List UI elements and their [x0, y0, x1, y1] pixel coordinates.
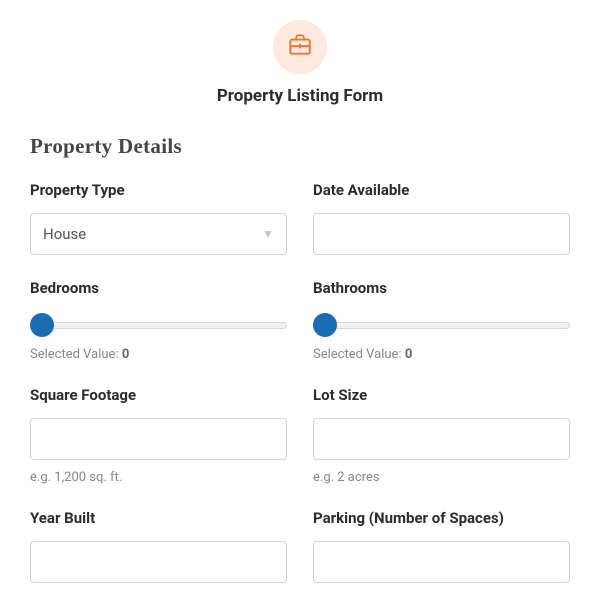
- bathrooms-slider-track: [313, 322, 570, 329]
- year-built-input[interactable]: [30, 541, 287, 583]
- bathrooms-selected-prefix: Selected Value:: [313, 347, 405, 362]
- bathrooms-label: Bathrooms: [313, 279, 570, 297]
- property-type-field: Property Type House ▼: [30, 181, 287, 255]
- lot-size-field: Lot Size e.g. 2 acres: [313, 386, 570, 485]
- bathrooms-field: Bathrooms Selected Value: 0: [313, 279, 570, 362]
- bathrooms-slider[interactable]: [313, 313, 570, 337]
- fields-grid: Property Type House ▼ Date Available Bed…: [30, 181, 570, 583]
- bedrooms-selected-num: 0: [122, 347, 129, 362]
- bedrooms-slider[interactable]: [30, 313, 287, 337]
- bathrooms-selected-value: Selected Value: 0: [313, 347, 570, 362]
- year-built-label: Year Built: [30, 509, 287, 527]
- section-title: Property Details: [30, 134, 570, 159]
- bedrooms-field: Bedrooms Selected Value: 0: [30, 279, 287, 362]
- bedrooms-slider-thumb[interactable]: [30, 313, 54, 337]
- parking-label: Parking (Number of Spaces): [313, 509, 570, 527]
- square-footage-input[interactable]: [30, 418, 287, 460]
- lot-size-helper: e.g. 2 acres: [313, 470, 570, 485]
- bedrooms-selected-value: Selected Value: 0: [30, 347, 287, 362]
- form-header: Property Listing Form: [30, 20, 570, 106]
- bathrooms-selected-num: 0: [405, 347, 412, 362]
- year-built-field: Year Built: [30, 509, 287, 583]
- property-type-label: Property Type: [30, 181, 287, 199]
- property-type-value: House: [43, 225, 86, 243]
- briefcase-icon: [287, 32, 313, 62]
- bathrooms-slider-thumb[interactable]: [313, 313, 337, 337]
- bedrooms-label: Bedrooms: [30, 279, 287, 297]
- lot-size-input[interactable]: [313, 418, 570, 460]
- lot-size-label: Lot Size: [313, 386, 570, 404]
- date-available-label: Date Available: [313, 181, 570, 199]
- square-footage-field: Square Footage e.g. 1,200 sq. ft.: [30, 386, 287, 485]
- parking-input[interactable]: [313, 541, 570, 583]
- square-footage-helper: e.g. 1,200 sq. ft.: [30, 470, 287, 485]
- date-available-input[interactable]: [313, 213, 570, 255]
- date-available-field: Date Available: [313, 181, 570, 255]
- bedrooms-slider-track: [30, 322, 287, 329]
- form-title: Property Listing Form: [217, 86, 383, 106]
- square-footage-label: Square Footage: [30, 386, 287, 404]
- property-type-select[interactable]: House ▼: [30, 213, 287, 255]
- chevron-down-icon: ▼: [262, 227, 274, 241]
- parking-field: Parking (Number of Spaces): [313, 509, 570, 583]
- header-icon-circle: [273, 20, 327, 74]
- bedrooms-selected-prefix: Selected Value:: [30, 347, 122, 362]
